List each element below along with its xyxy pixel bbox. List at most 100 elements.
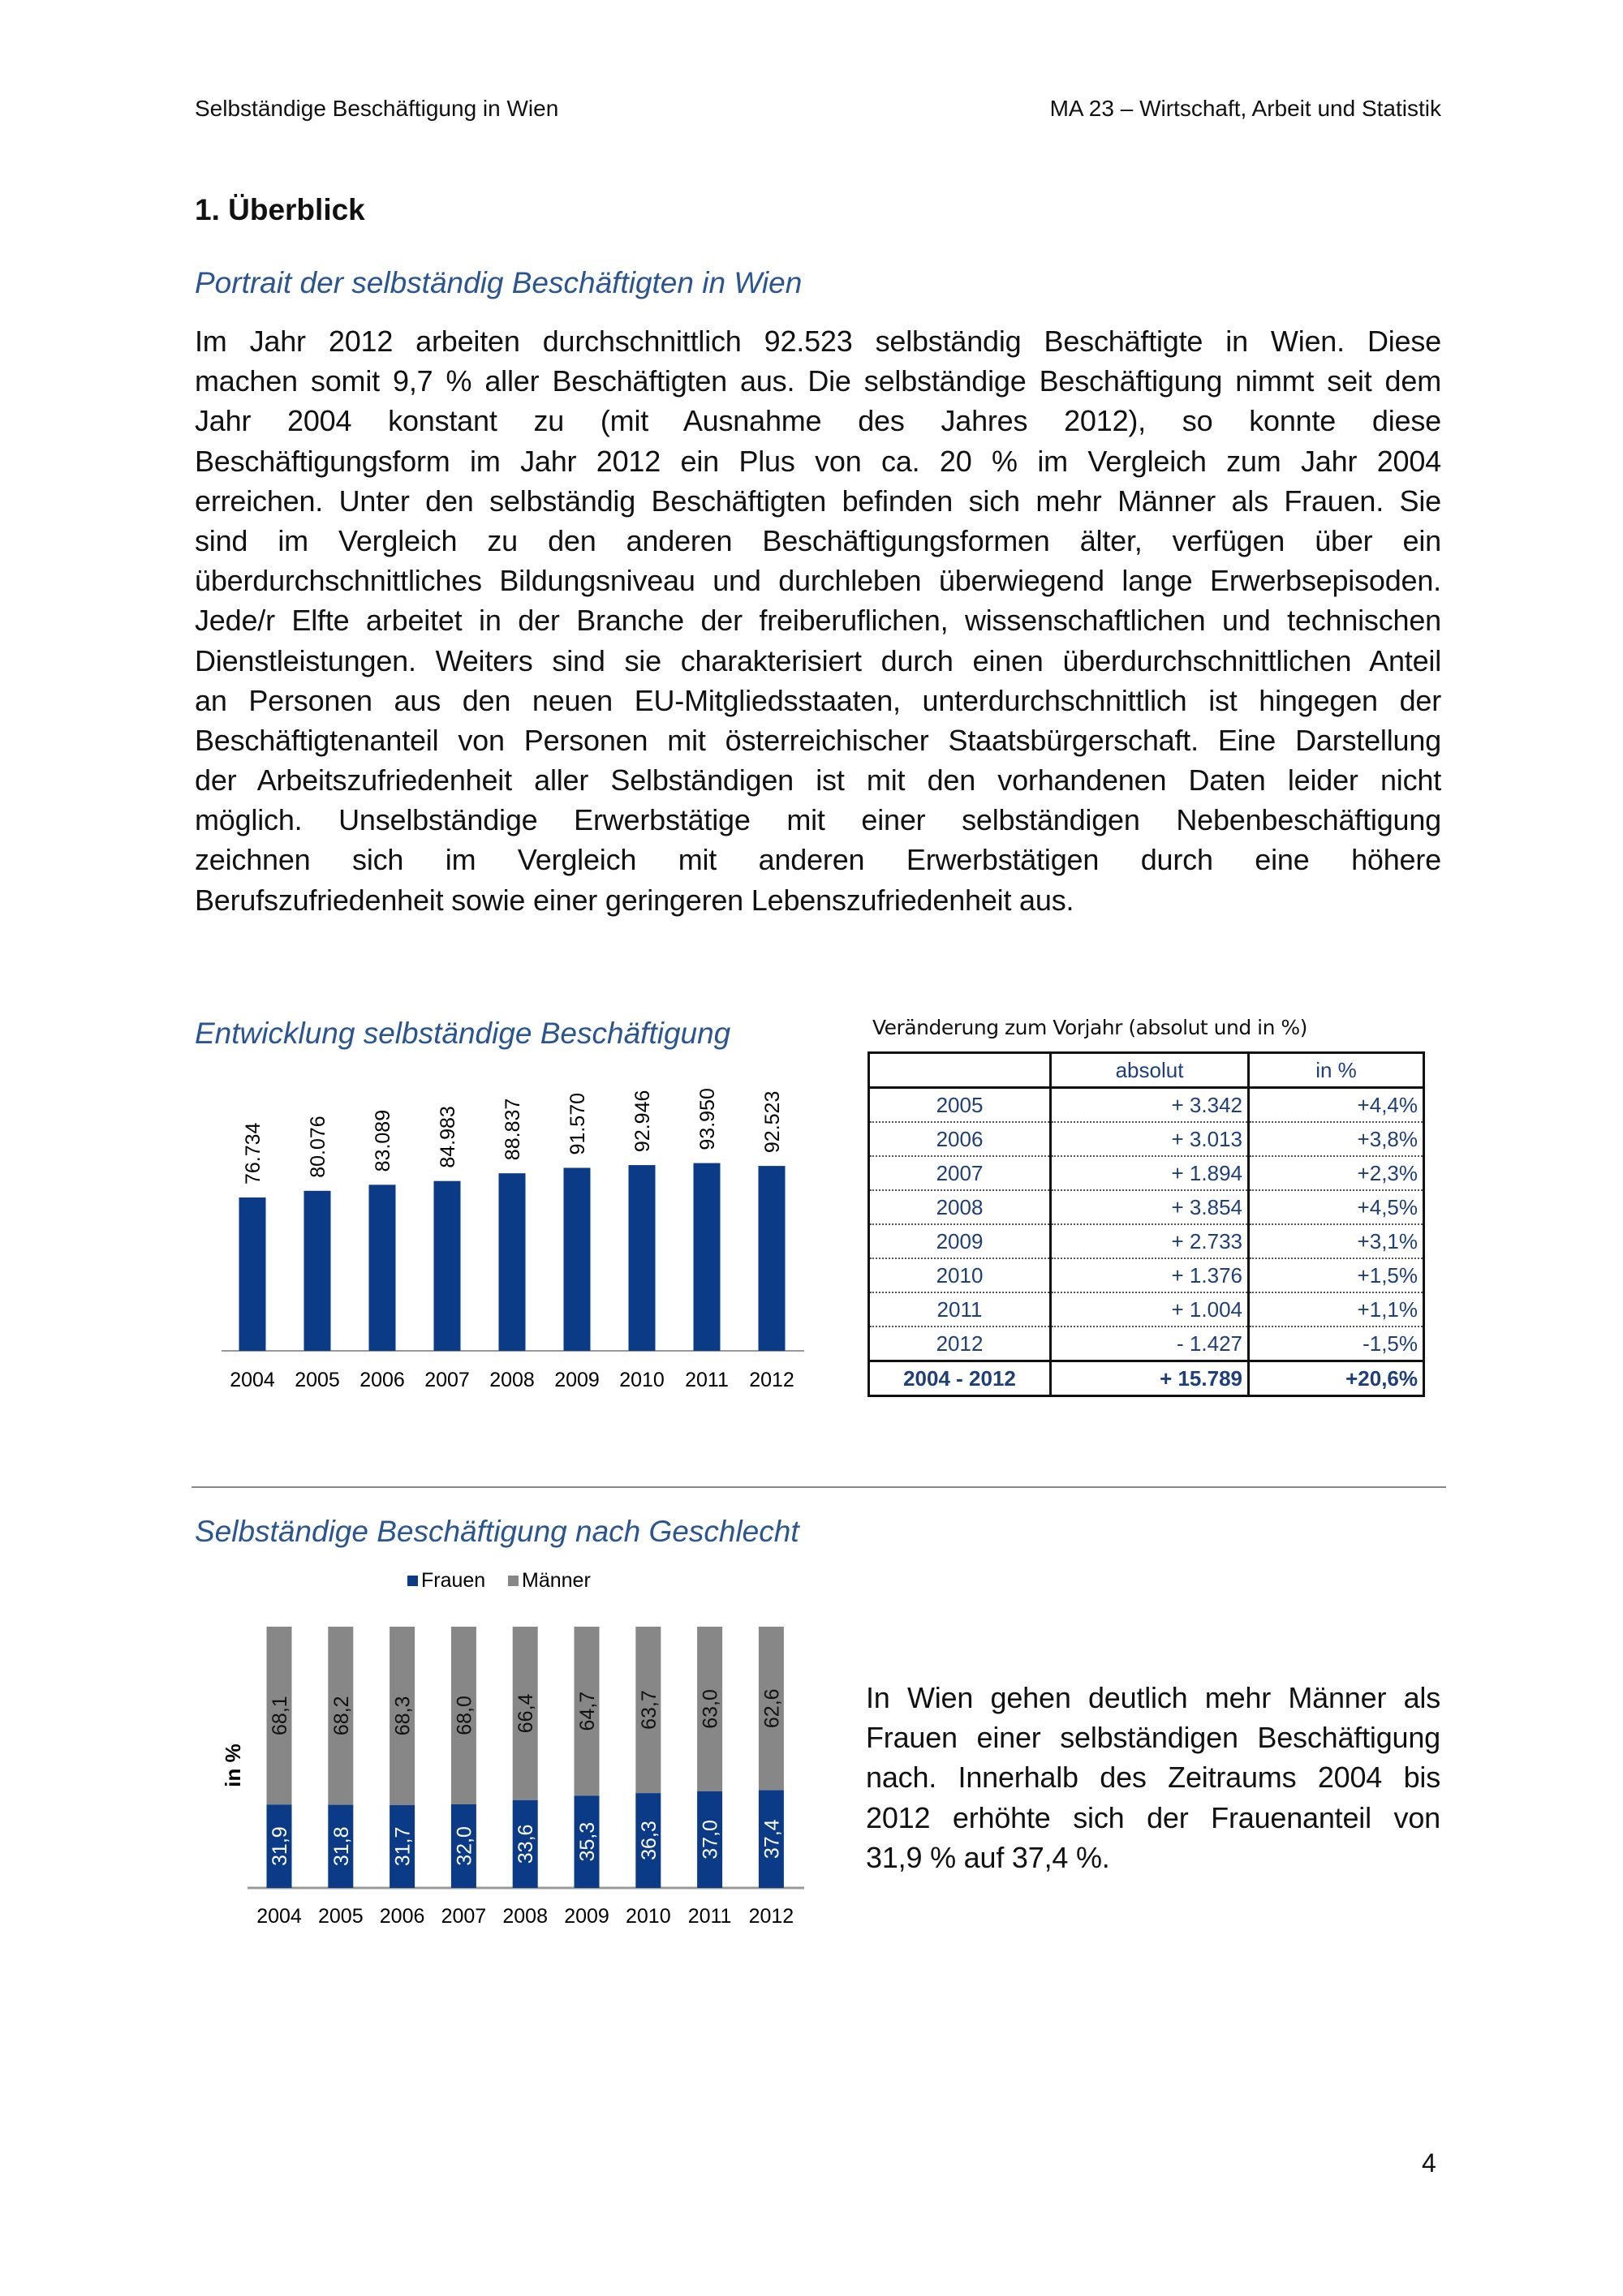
frauen-value-label: 32,0 — [453, 1826, 476, 1866]
bar-segment-maenner — [390, 1627, 415, 1805]
paragraph-line: zeichnen sich im Vergleich mit anderen E… — [195, 843, 1441, 877]
paragraph-line: nach. Innerhalb des Zeitraums 2004 bis — [866, 1761, 1440, 1795]
gender-stacked-bar-chart: Frauen Männer in % 31,9 68,1 2004 31,8 68,2 2005… — [221, 1569, 804, 1928]
frauen-value-label: 31,8 — [330, 1826, 353, 1866]
bar-segment-frauen — [266, 1804, 292, 1888]
bar-segment-frauen — [635, 1793, 661, 1888]
table-cell: +4,5% — [1247, 1190, 1425, 1225]
bar-segment-maenner — [697, 1627, 723, 1791]
maenner-value-label: 68,1 — [269, 1696, 291, 1735]
bar-segment-frauen — [328, 1804, 354, 1888]
bar — [239, 1197, 266, 1351]
table-cell: 2011 — [867, 1292, 1052, 1327]
bar-segment-frauen — [697, 1791, 723, 1888]
x-tick-label: 2006 — [380, 1905, 425, 1928]
table-row: 2008 + 3.854 +4,5% — [867, 1190, 1425, 1225]
frauen-value-label: 37,0 — [700, 1820, 722, 1860]
table-cell: +3,1% — [1247, 1224, 1425, 1259]
table-cell: + 1.894 — [1049, 1156, 1250, 1191]
table-cell: + 1.376 — [1049, 1258, 1250, 1293]
x-tick-label: 2012 — [749, 1369, 794, 1391]
x-tick-label: 2005 — [295, 1369, 340, 1391]
x-tick-label: 2004 — [256, 1905, 302, 1928]
table-cell: 2007 — [867, 1156, 1052, 1191]
legend-swatch-maenner — [508, 1576, 519, 1586]
col-header-year — [867, 1051, 1052, 1089]
frauen-value-label: 31,7 — [392, 1827, 415, 1867]
bar — [304, 1190, 331, 1351]
x-tick-label: 2011 — [688, 1905, 732, 1928]
bar-segment-frauen — [758, 1790, 784, 1888]
table-row: 2005 + 3.342 +4,4% — [867, 1087, 1425, 1123]
bar-segment-maenner — [635, 1627, 661, 1794]
bar — [693, 1163, 721, 1351]
paragraph-line: 2012 erhöhte sich der Frauenanteil von — [866, 1800, 1440, 1834]
paragraph-line: Beschäftigtenanteil von Personen mit öst… — [195, 723, 1441, 757]
portrait-subtitle: Portrait der selbständig Beschäftigten i… — [195, 266, 803, 299]
change-table: absolut in % 2005 + 3.342 +4,4% 2006 + 3.013… — [867, 1051, 1425, 1397]
bar — [433, 1180, 461, 1351]
gender-paragraph: In Wien gehen deutlich mehr Männer als Fr… — [866, 1678, 1440, 1877]
bar-value-label: 83.089 — [372, 1110, 394, 1172]
x-tick-label: 2006 — [359, 1369, 405, 1391]
x-tick-label: 2009 — [554, 1369, 600, 1391]
table-cell: 2009 — [867, 1224, 1052, 1259]
table-caption: Veränderung zum Vorjahr (absolut und in … — [872, 1016, 1307, 1039]
table-total-row: 2004 - 2012 + 15.789 +20,6% — [867, 1360, 1425, 1397]
bar-segment-frauen — [390, 1804, 415, 1888]
frauen-value-label: 33,6 — [514, 1825, 537, 1864]
paragraph-line: überdurchschnittliches Bildungsniveau un… — [195, 564, 1441, 598]
x-tick-label: 2008 — [489, 1369, 535, 1391]
table-cell: +20,6% — [1247, 1360, 1425, 1397]
chart2-title: Selbständige Beschäftigung nach Geschlec… — [195, 1515, 799, 1548]
header-right: MA 23 – Wirtschaft, Arbeit und Statistik — [1049, 96, 1441, 121]
bar-segment-maenner — [758, 1627, 784, 1791]
table-row: 2010 + 1.376 +1,5% — [867, 1258, 1425, 1293]
maenner-value-label: 63,7 — [638, 1690, 661, 1730]
paragraph-line: In Wien gehen deutlich mehr Männer als — [866, 1681, 1440, 1714]
paragraph-line: möglich. Unselbständige Erwerbstätige mi… — [195, 803, 1441, 837]
x-tick-label: 2008 — [502, 1905, 548, 1928]
table-cell: +2,3% — [1247, 1156, 1425, 1191]
bar-value-label: 84.983 — [437, 1106, 459, 1167]
bar-segment-maenner — [512, 1627, 538, 1800]
maenner-value-label: 68,3 — [392, 1696, 415, 1736]
maenner-value-label: 68,2 — [330, 1696, 353, 1735]
paragraph-line: der Arbeitszufriedenheit aller Selbständ… — [195, 763, 1441, 798]
paragraph-line: Jede/r Elfte arbeitet in der Branche der… — [195, 604, 1441, 638]
table-cell: 2010 — [867, 1258, 1052, 1293]
table-cell: + 1.004 — [1049, 1292, 1250, 1327]
chart1-title: Entwicklung selbständige Beschäftigung — [195, 1017, 731, 1050]
frauen-value-label: 36,3 — [638, 1821, 661, 1860]
frauen-value-label: 37,4 — [760, 1819, 783, 1859]
frauen-value-label: 31,9 — [269, 1826, 291, 1866]
table-row: 2007 + 1.894 +2,3% — [867, 1156, 1425, 1191]
paragraph-line: sind im Vergleich zu den anderen Beschäf… — [195, 523, 1441, 557]
paragraph-line: Dienstleistungen. Weiters sind sie chara… — [195, 643, 1441, 677]
table-cell: 2004 - 2012 — [867, 1360, 1052, 1397]
bar — [628, 1165, 656, 1351]
x-tick-label: 2007 — [441, 1905, 487, 1928]
table-cell: +1,1% — [1247, 1292, 1425, 1327]
bar-value-label: 92.946 — [631, 1090, 654, 1152]
table-cell: 2006 — [867, 1122, 1052, 1157]
x-tick-label: 2004 — [230, 1369, 275, 1391]
table-cell: -1,5% — [1247, 1326, 1425, 1362]
bar-value-label: 92.523 — [761, 1091, 784, 1153]
bar-segment-maenner — [450, 1627, 476, 1804]
bar-segment-maenner — [266, 1627, 292, 1805]
x-tick-label: 2010 — [619, 1369, 665, 1391]
bar — [563, 1167, 591, 1351]
section-title: 1. Überblick — [195, 193, 365, 226]
bar-segment-maenner — [574, 1627, 600, 1796]
table-cell: +4,4% — [1247, 1087, 1425, 1123]
table-row: 2012- 1.427 -1,5% — [867, 1326, 1425, 1362]
table-cell: + 2.733 — [1049, 1224, 1250, 1259]
table-row: 2006 + 3.013 +3,8% — [867, 1122, 1425, 1157]
paragraph-line: machen somit 9,7 % aller Beschäftigten a… — [195, 364, 1441, 398]
col-header-absolut: absolut — [1049, 1051, 1250, 1089]
maenner-value-label: 62,6 — [760, 1688, 783, 1728]
table-row: 2009 + 2.733 +3,1% — [867, 1224, 1425, 1259]
legend-label-maenner: Männer — [522, 1569, 591, 1592]
maenner-value-label: 64,7 — [576, 1692, 599, 1731]
